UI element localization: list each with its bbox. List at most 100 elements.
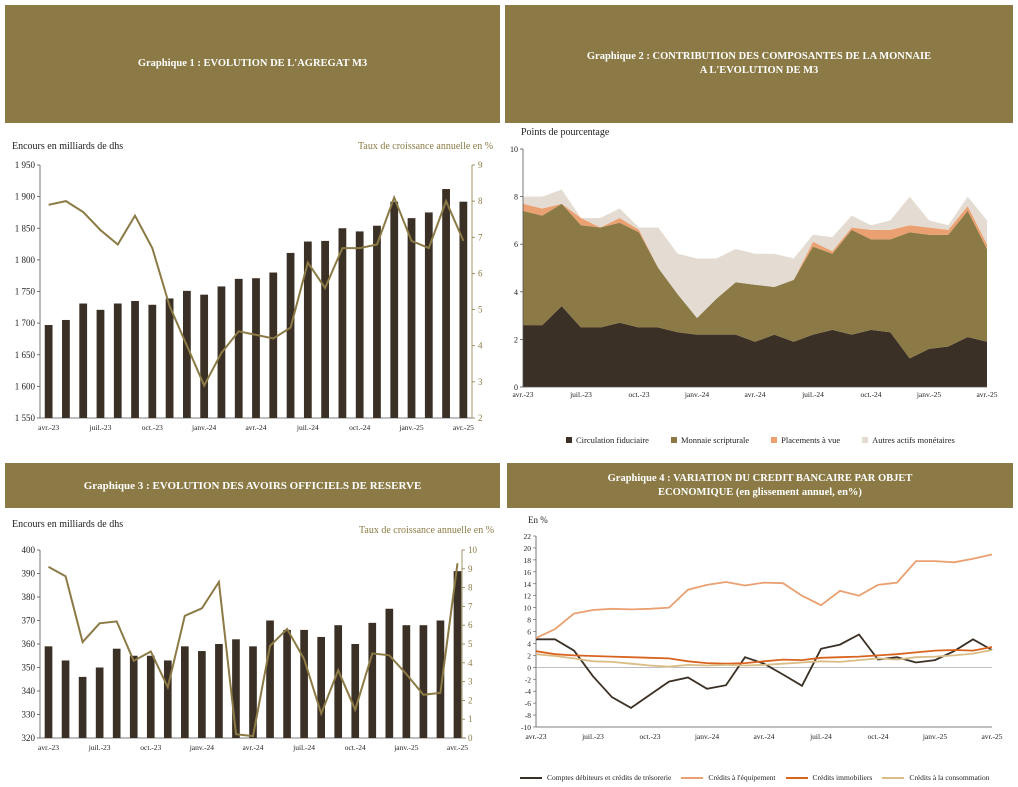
g3-xtick-label: janv.-25 xyxy=(393,743,419,752)
g4-ytick-label: -4 xyxy=(525,687,531,696)
g4-xtick-label: avr.-24 xyxy=(753,732,774,741)
g1-header: Graphique 1 : EVOLUTION DE L'AGREGAT M3 xyxy=(5,5,500,123)
g4-xtick-label: juil.-24 xyxy=(809,732,832,741)
g3-bar xyxy=(334,625,343,738)
g4-title-line1: Graphique 4 : VARIATION DU CREDIT BANCAI… xyxy=(607,472,913,484)
g1-y2tick-label: 6 xyxy=(478,268,483,278)
legend-item-comptes: Comptes débiteurs et crédits de trésorer… xyxy=(520,773,671,782)
g2-area-placements xyxy=(523,203,987,318)
g3-header: Graphique 3 : EVOLUTION DES AVOIRS OFFIC… xyxy=(5,463,500,508)
g4-xtick-label: oct.-24 xyxy=(867,732,888,741)
g2-ytick-label: 10 xyxy=(510,145,518,154)
g2-title-line2: A L'EVOLUTION DE M3 xyxy=(699,65,819,76)
g2-xtick-label: oct.-24 xyxy=(860,390,881,399)
g4-header: Graphique 4 : VARIATION DU CREDIT BANCAI… xyxy=(507,463,1013,508)
g4-legend: Comptes débiteurs et crédits de trésorer… xyxy=(520,773,990,782)
g1-bar xyxy=(165,298,174,418)
g1-ytick-label: 1 800 xyxy=(15,255,36,265)
g3-bar xyxy=(317,636,325,738)
g1-bar xyxy=(252,278,260,418)
g4-xtick-label: avr.-23 xyxy=(525,732,546,741)
g4-ytick-label: -10 xyxy=(521,723,531,732)
g3-xtick-label: oct.-24 xyxy=(345,743,366,752)
g3-ytick-label: 350 xyxy=(22,663,36,673)
g3-xtick-label: oct.-23 xyxy=(140,743,161,752)
g3-ytick-label: 370 xyxy=(22,616,36,626)
g3-bar xyxy=(61,660,70,738)
g3-xtick-label: avr.-25 xyxy=(447,743,468,752)
g1-xtick-label: juil.-24 xyxy=(296,423,319,432)
legend-item-circulation: Circulation fiduciaire xyxy=(566,435,649,445)
g2-xtick-label: juil.-23 xyxy=(569,390,592,399)
legend-item-autres: Autres actifs monétaires xyxy=(862,435,955,445)
g1-xtick-label: janv.-24 xyxy=(191,423,217,432)
g3-bar xyxy=(453,571,462,738)
g2-xtick-label: juil.-24 xyxy=(801,390,824,399)
g2-title-line1: Graphique 2 : CONTRIBUTION DES COMPOSANT… xyxy=(586,51,932,62)
g3-ytick-label: 380 xyxy=(22,592,36,602)
g4-ytick-label: -8 xyxy=(525,711,531,720)
g3-y2tick-label: 1 xyxy=(468,714,473,724)
legend-label: Autres actifs monétaires xyxy=(872,435,955,445)
g1-ytick-label: 1 750 xyxy=(15,287,36,297)
g2-title: Graphique 2 : CONTRIBUTION DES COMPOSANT… xyxy=(547,50,971,78)
g1-bar xyxy=(390,201,399,418)
g2-xtick-label: janv.-25 xyxy=(916,390,942,399)
g1-xtick-label: avr.-25 xyxy=(453,423,474,432)
legend-item-equipement: Crédits à l'équipement xyxy=(681,773,776,782)
g1-bar xyxy=(373,225,381,418)
g3-bar xyxy=(95,667,104,738)
g1-ytick-label: 1 850 xyxy=(15,223,36,233)
g2-header: Graphique 2 : CONTRIBUTION DES COMPOSANT… xyxy=(505,5,1013,123)
g3-bar xyxy=(436,620,445,738)
g1-bar xyxy=(234,278,243,418)
g1-bar xyxy=(217,286,226,418)
g3-xtick-label: avr.-24 xyxy=(242,743,263,752)
g3-bar xyxy=(146,655,155,738)
legend-label: Crédits à l'équipement xyxy=(708,773,776,782)
legend-label: Crédits immobiliers xyxy=(812,773,873,782)
g2-xtick-label: avr.-24 xyxy=(744,390,765,399)
g1-y2tick-label: 3 xyxy=(478,377,483,387)
g2-area-circulation xyxy=(523,306,987,387)
g3-y2tick-label: 9 xyxy=(468,564,473,574)
g3-y2tick-label: 6 xyxy=(468,620,473,630)
g2-xtick-label: oct.-23 xyxy=(628,390,649,399)
legend-item-monnaie: Monnaie scripturale xyxy=(670,435,749,445)
g3-bar xyxy=(351,644,360,738)
g1-y2tick-label: 7 xyxy=(478,232,483,242)
g1-bar xyxy=(459,201,468,418)
g2-ytick-label: 2 xyxy=(514,335,518,344)
g4-ytick-label: 0 xyxy=(527,663,531,672)
g3-bar xyxy=(283,629,291,738)
g1-y2tick-label: 9 xyxy=(478,160,483,170)
g2-ytick-label: 6 xyxy=(514,240,518,249)
g3-ytick-label: 330 xyxy=(22,710,36,720)
g4-ytick-label: 10 xyxy=(524,604,532,613)
legend-item-consommation: Crédits à la consommation xyxy=(882,773,990,782)
g1-bar xyxy=(79,303,88,418)
g4-title-line2: ECONOMIQUE (en glissement annuel, en%) xyxy=(658,486,862,498)
g3-y2tick-label: 8 xyxy=(468,583,473,593)
g1-y2tick-label: 8 xyxy=(478,196,483,206)
g4-line-comptes xyxy=(536,633,993,709)
g4-ylabel: En % xyxy=(528,515,548,525)
g3-bar xyxy=(198,651,206,738)
g1-ytick-label: 1 650 xyxy=(15,350,36,360)
g1-bar xyxy=(303,241,312,418)
g3-bar xyxy=(385,608,394,738)
g1-bar xyxy=(182,290,191,418)
g1-xtick-label: oct.-24 xyxy=(349,423,370,432)
g3-bar xyxy=(266,620,274,738)
g3-bar xyxy=(44,646,53,738)
g2-xtick-label: avr.-23 xyxy=(512,390,533,399)
g1-bar xyxy=(321,240,330,418)
g3-bar xyxy=(112,648,121,738)
g2-ytick-label: 4 xyxy=(514,288,518,297)
g2-area-autres xyxy=(523,189,987,318)
g4-ytick-label: 2 xyxy=(527,651,531,660)
g4-ytick-label: -2 xyxy=(525,675,531,684)
g1-xtick-label: avr.-24 xyxy=(245,423,266,432)
g3-ytick-label: 390 xyxy=(22,569,36,579)
g2-xtick-label: avr.-25 xyxy=(976,390,997,399)
